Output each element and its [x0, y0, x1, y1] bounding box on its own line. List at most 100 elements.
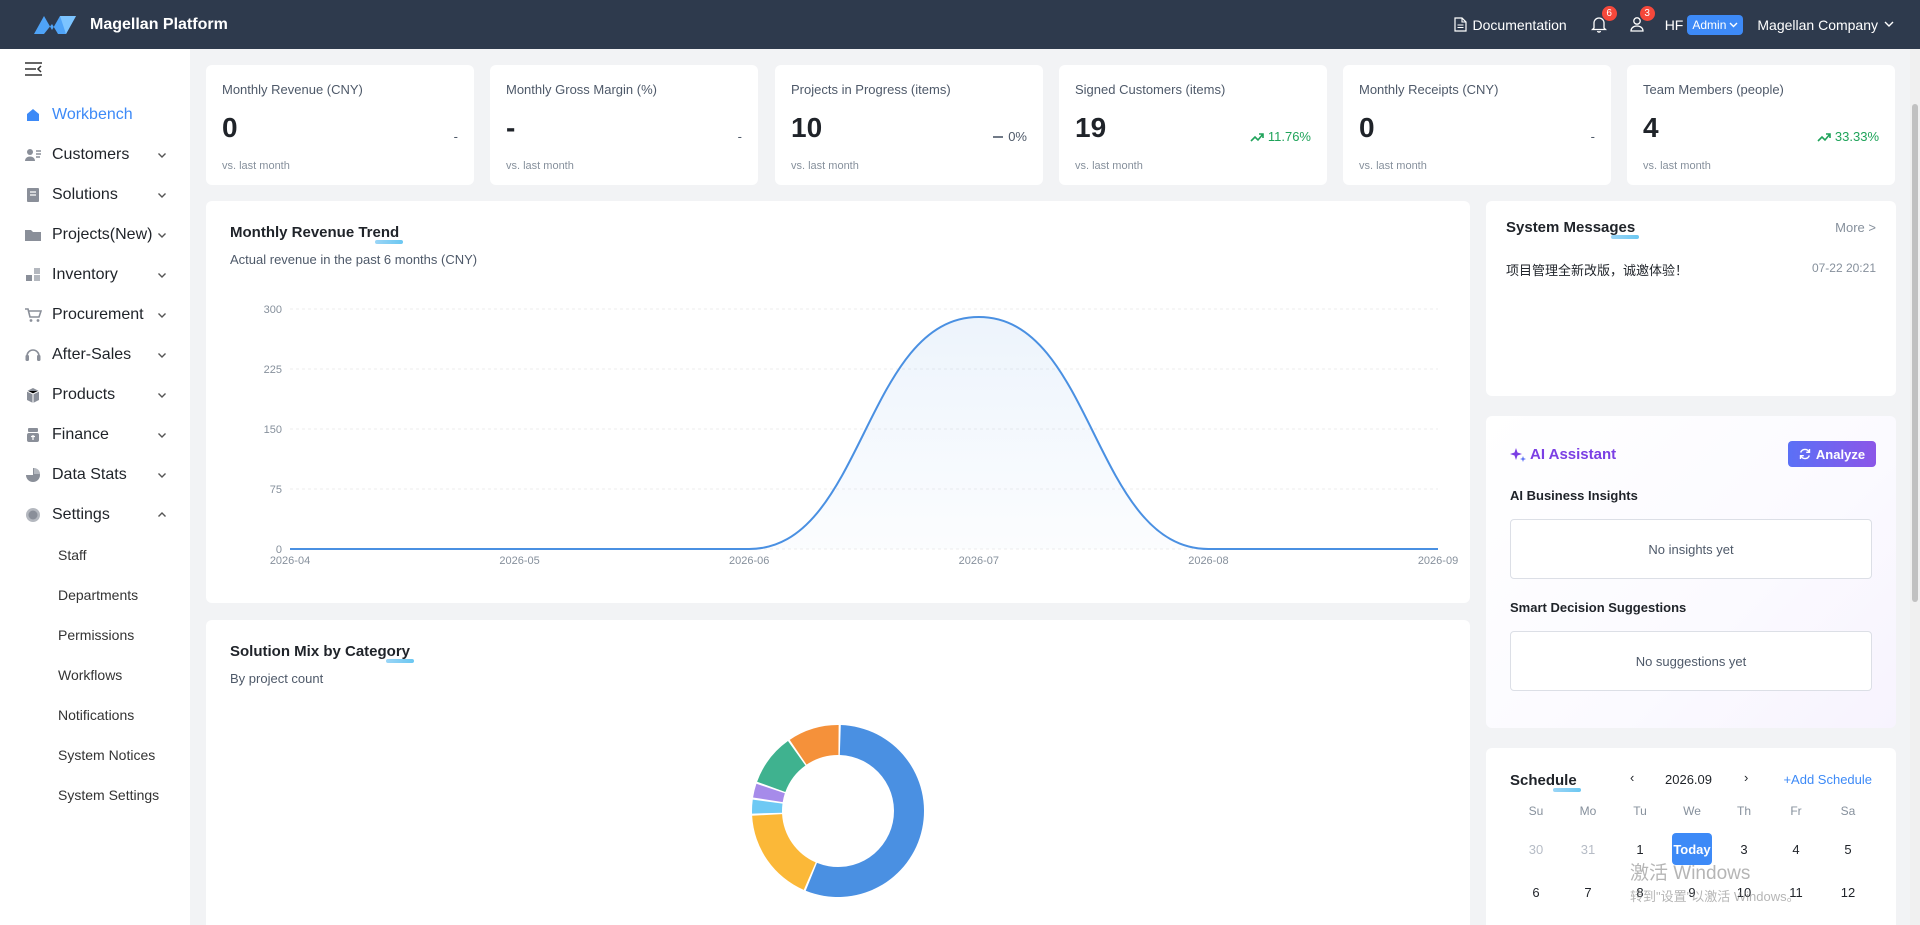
calendar-day[interactable]: 11: [1789, 884, 1803, 900]
prev-month-button[interactable]: ‹: [1630, 770, 1635, 785]
notifications-button[interactable]: 6: [1589, 5, 1617, 35]
inventory-icon: [24, 266, 42, 284]
notifications-badge: 6: [1601, 5, 1617, 21]
calendar-day[interactable]: 6: [1532, 884, 1540, 900]
stat-value: 10: [791, 112, 823, 143]
sidebar-item-after-sales[interactable]: After-Sales: [0, 335, 190, 375]
documentation-label: Documentation: [1472, 16, 1567, 33]
scrollbar-thumb[interactable]: [1912, 104, 1918, 602]
stat-card: Monthly Revenue (CNY) 0 - vs. last month: [206, 65, 474, 185]
chevron-down-icon: [158, 233, 166, 238]
sidebar-subitem-system-settings[interactable]: System Settings: [58, 787, 160, 803]
stat-comparison: vs. last month: [506, 160, 574, 172]
sidebar-subitem-permissions[interactable]: Permissions: [58, 627, 135, 643]
analyze-label: Analyze: [1815, 446, 1866, 462]
revenue-trend-card: Monthly Revenue Trend Actual revenue in …: [206, 201, 1470, 603]
donut-slice[interactable]: [789, 725, 839, 765]
calendar-day[interactable]: 12: [1840, 884, 1856, 900]
next-month-button[interactable]: ›: [1744, 770, 1749, 785]
sidebar-subitem-workflows[interactable]: Workflows: [58, 667, 123, 683]
app-title: Magellan Platform: [90, 15, 228, 33]
pie-icon: [24, 466, 42, 484]
system-messages-title-text: System Messages: [1506, 219, 1636, 236]
logo-icon: [24, 15, 76, 34]
calendar-day[interactable]: 9: [1688, 884, 1696, 900]
stat-label: Monthly Gross Margin (%): [506, 82, 657, 97]
sidebar-item-products[interactable]: Products: [0, 375, 190, 415]
sidebar-subitem-notifications[interactable]: Notifications: [58, 707, 135, 723]
user-initials[interactable]: HF: [1664, 16, 1684, 33]
stat-label: Team Members (people): [1643, 82, 1784, 97]
x-tick-label: 2026-08: [1188, 555, 1228, 567]
stat-comparison: vs. last month: [1359, 160, 1427, 172]
revenue-line-chart: 0 75 150 225 300 2026-04 2026-05 2026-06 2026-07…: [264, 304, 1459, 567]
sidebar-item-solutions[interactable]: Solutions: [0, 175, 190, 215]
sidebar-item-inventory[interactable]: Inventory: [0, 255, 190, 295]
calendar-day[interactable]: 10: [1736, 884, 1752, 900]
user-task-icon: [1630, 17, 1644, 32]
donut-slice[interactable]: [805, 725, 925, 897]
y-tick-label: 300: [264, 304, 282, 316]
sidebar-item-customers[interactable]: Customers: [0, 135, 190, 175]
weekday-label: Sa: [1840, 804, 1856, 818]
y-tick-label: 75: [270, 484, 282, 496]
stat-label: Monthly Revenue (CNY): [222, 82, 363, 97]
stat-value: 19: [1075, 112, 1107, 143]
calendar-day[interactable]: 5: [1844, 841, 1852, 857]
role-dropdown[interactable]: Admin: [1687, 14, 1744, 35]
sidebar-item-label: Customers: [52, 146, 130, 163]
sidebar-subitem-departments[interactable]: Departments: [58, 587, 139, 603]
chevron-down-icon: [158, 353, 166, 358]
company-dropdown[interactable]: Magellan Company: [1757, 17, 1894, 33]
donut-slice[interactable]: [753, 783, 785, 803]
sparkle-icon: [1510, 447, 1526, 462]
donut-slice[interactable]: [752, 814, 816, 890]
trend-up-icon: [1250, 132, 1264, 142]
calendar-day[interactable]: 8: [1636, 884, 1644, 900]
company-label: Magellan Company: [1757, 16, 1878, 33]
sidebar-item-finance[interactable]: Finance: [0, 415, 190, 455]
calendar-day-today[interactable]: Today: [1672, 833, 1712, 865]
sidebar-subitem-staff[interactable]: Staff: [58, 547, 87, 563]
stat-change: 11.76%: [1250, 129, 1311, 144]
app-logo[interactable]: Magellan Platform: [22, 12, 228, 38]
ai-assistant-card: AI Assistant Analyze AI Business Insight…: [1486, 416, 1896, 728]
weekday-label: Th: [1736, 804, 1751, 818]
stat-card: Signed Customers (items) 19 11.76% vs. last…: [1059, 65, 1327, 185]
sidebar-subitem-system-notices[interactable]: System Notices: [58, 747, 156, 763]
weekday-label: Mo: [1579, 804, 1597, 818]
message-item[interactable]: 项目管理全新改版，诚邀体验！: [1506, 263, 1689, 278]
customers-icon: [24, 146, 42, 164]
stat-card: Monthly Receipts (CNY) 0 - vs. last month: [1343, 65, 1611, 185]
donut-slice[interactable]: [757, 741, 806, 792]
sidebar-item-procurement[interactable]: Procurement: [0, 295, 190, 335]
chevron-down-icon: [158, 193, 166, 198]
sidebar-item-data-stats[interactable]: Data Stats: [0, 455, 190, 495]
weekday-label: Tu: [1633, 804, 1647, 818]
sidebar-item-label: Settings: [52, 506, 110, 523]
sidebar-item-label: Workbench: [52, 106, 133, 123]
analyze-button[interactable]: Analyze: [1788, 441, 1876, 467]
sidebar-nav: Workbench Customers Solutions Projects(New)…: [0, 95, 190, 815]
solution-mix-donut-chart: [752, 725, 925, 897]
documentation-link[interactable]: Documentation: [1453, 16, 1567, 33]
calendar-day[interactable]: 7: [1584, 884, 1592, 900]
calendar-day[interactable]: 1: [1636, 841, 1644, 857]
donut-slice[interactable]: [752, 799, 783, 814]
sidebar-item-workbench[interactable]: Workbench: [0, 95, 190, 135]
calendar-day[interactable]: 30: [1528, 841, 1544, 857]
messages-more-link[interactable]: More >: [1835, 220, 1876, 235]
chevron-down-icon: [158, 433, 166, 438]
page-scrollbar[interactable]: [1910, 49, 1920, 925]
sidebar-item-settings[interactable]: Settings: [0, 495, 190, 535]
add-schedule-button[interactable]: +Add Schedule: [1783, 772, 1872, 787]
calendar-day[interactable]: 3: [1740, 841, 1748, 857]
bell-icon: [1590, 17, 1607, 33]
sidebar-item-projects-new[interactable]: Projects(New): [0, 215, 190, 255]
collapse-sidebar-button[interactable]: [24, 61, 44, 77]
calendar-day[interactable]: 31: [1580, 841, 1596, 857]
sidebar: Workbench Customers Solutions Projects(New)…: [0, 49, 190, 925]
tasks-button[interactable]: 3: [1627, 5, 1655, 35]
stat-change-value: 33.33%: [1834, 129, 1879, 144]
calendar-day[interactable]: 4: [1792, 841, 1800, 857]
